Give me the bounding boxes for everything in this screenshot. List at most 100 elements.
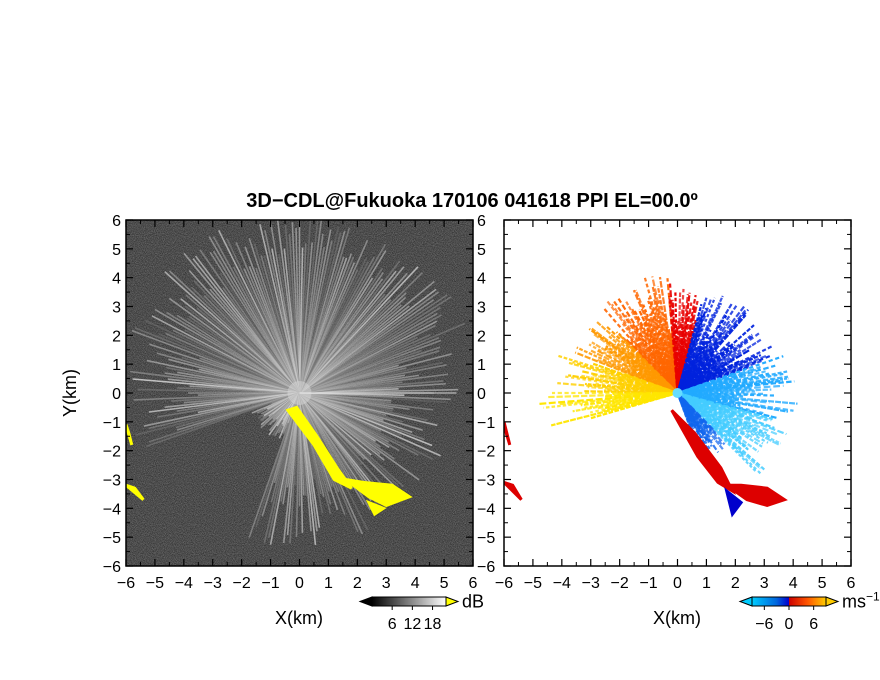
snr-ray xyxy=(298,256,355,394)
x-tick-label: −5 xyxy=(524,575,542,592)
velocity-ray xyxy=(603,307,679,394)
colorbar-over-arrow xyxy=(445,596,460,607)
colorbar-under-arrow xyxy=(738,596,753,607)
snr-ray xyxy=(299,364,447,394)
snr-ray xyxy=(299,299,435,394)
snr-ray xyxy=(189,385,300,394)
snr-ray xyxy=(298,220,323,394)
snr-ray xyxy=(299,392,434,460)
snr-colorbar: 6 12 18 dB xyxy=(358,592,484,633)
x-tick-label: −6 xyxy=(117,575,135,592)
velocity-ray xyxy=(676,392,717,433)
snr-ray xyxy=(298,392,343,474)
chart-title: 3D−CDL@Fukuoka 170106 041618 PPI EL=00.0… xyxy=(246,190,698,212)
velocity-ray xyxy=(677,391,773,421)
x-tick-label: 2 xyxy=(353,575,362,592)
snr-ray xyxy=(298,392,401,492)
y-tick-label-right: −1 xyxy=(477,415,495,432)
snr-ray xyxy=(271,248,301,394)
x-tick-label: 3 xyxy=(382,575,391,592)
velocity-ray xyxy=(676,392,769,444)
snr-ray xyxy=(180,298,300,394)
snr-ray xyxy=(298,392,332,514)
snr-ray xyxy=(148,392,300,430)
snr-ray xyxy=(168,297,300,394)
snr-ray xyxy=(299,392,423,431)
snr-ray xyxy=(253,243,301,394)
y-tick-label-right: 5 xyxy=(477,242,486,259)
snr-ray xyxy=(298,392,325,498)
snr-saturated-region xyxy=(344,478,413,508)
velocity-edge-region xyxy=(724,487,744,518)
velocity-colorbar-unit: ms−1 xyxy=(842,590,880,612)
x-tick-label: −2 xyxy=(233,575,251,592)
x-tick-label: 3 xyxy=(760,575,769,592)
snr-ray xyxy=(299,392,441,457)
x-tick-label: 5 xyxy=(440,575,449,592)
velocity-ray xyxy=(676,302,693,394)
snr-ray xyxy=(298,392,381,484)
colorbar-gradient xyxy=(751,596,827,607)
snr-ray xyxy=(298,266,419,394)
x-tick-label: −4 xyxy=(553,575,571,592)
x-tick-label: 1 xyxy=(324,575,333,592)
y-tick-label: 6 xyxy=(112,213,121,230)
snr-ray xyxy=(186,317,300,394)
colorbar-tick-label: 18 xyxy=(424,616,442,633)
snr-saturated-region xyxy=(285,405,353,490)
y-tick-label-right: 1 xyxy=(477,357,486,374)
x-tick-label: 4 xyxy=(411,575,420,592)
snr-saturated-region xyxy=(126,424,134,446)
snr-ray xyxy=(135,392,300,436)
snr-ray xyxy=(298,392,322,495)
snr-saturated-region xyxy=(126,483,145,501)
snr-ray xyxy=(188,315,300,394)
snr-ray xyxy=(151,315,300,394)
snr-saturated-region xyxy=(365,499,387,517)
x-tick-label: −4 xyxy=(175,575,193,592)
snr-ray xyxy=(243,268,301,394)
colorbar-tick-label: −6 xyxy=(755,616,773,633)
velocity-ray xyxy=(676,392,758,473)
snr-ray xyxy=(299,392,428,422)
velocity-center xyxy=(672,388,683,398)
snr-ray xyxy=(299,350,440,394)
snr-ray xyxy=(177,387,300,394)
colorbar-tick-label: 0 xyxy=(785,616,794,633)
snr-ray xyxy=(299,349,422,394)
y-tick-label: −4 xyxy=(103,501,121,518)
snr-ray xyxy=(154,308,300,394)
snr-ray xyxy=(299,337,440,394)
y-tick-label: −3 xyxy=(103,473,121,490)
y-tick-label: 0 xyxy=(112,386,121,403)
snr-ray xyxy=(248,392,301,538)
x-tick-label: 0 xyxy=(673,575,682,592)
velocity-edge-region xyxy=(721,483,788,508)
snr-ray xyxy=(298,392,380,490)
velocity-ray xyxy=(676,392,763,448)
snr-ray xyxy=(299,392,419,456)
velocity-edge-regions xyxy=(504,409,788,518)
y-tick-label-right: 0 xyxy=(477,386,486,403)
snr-ray xyxy=(298,232,342,394)
velocity-axes-ticks: −6 −5 −4 −3 −2 −1 0 1 2 3 4 5 6 xyxy=(495,219,856,592)
colorbar-unit-exponent: −1 xyxy=(866,590,880,604)
x-tick-label: −2 xyxy=(611,575,629,592)
x-tick-label: −5 xyxy=(146,575,164,592)
snr-ray xyxy=(298,230,346,394)
x-tick-label: 4 xyxy=(789,575,798,592)
snr-ray xyxy=(209,251,301,394)
colorbar-over-arrow xyxy=(825,596,840,607)
velocity-ray xyxy=(677,378,735,395)
snr-ray xyxy=(172,329,300,394)
y-tick-label-right: −3 xyxy=(477,473,495,490)
y-tick-label: −5 xyxy=(103,530,121,547)
x-tick-label: −3 xyxy=(582,575,600,592)
y-tick-label: −1 xyxy=(103,415,121,432)
velocity-ray xyxy=(668,283,679,394)
y-tick-label-right: −2 xyxy=(477,444,495,461)
snr-colorbar-unit: dB xyxy=(462,592,484,612)
snr-ray xyxy=(148,392,300,413)
snr-ray xyxy=(176,392,300,431)
y-tick-label-right: 2 xyxy=(477,328,486,345)
